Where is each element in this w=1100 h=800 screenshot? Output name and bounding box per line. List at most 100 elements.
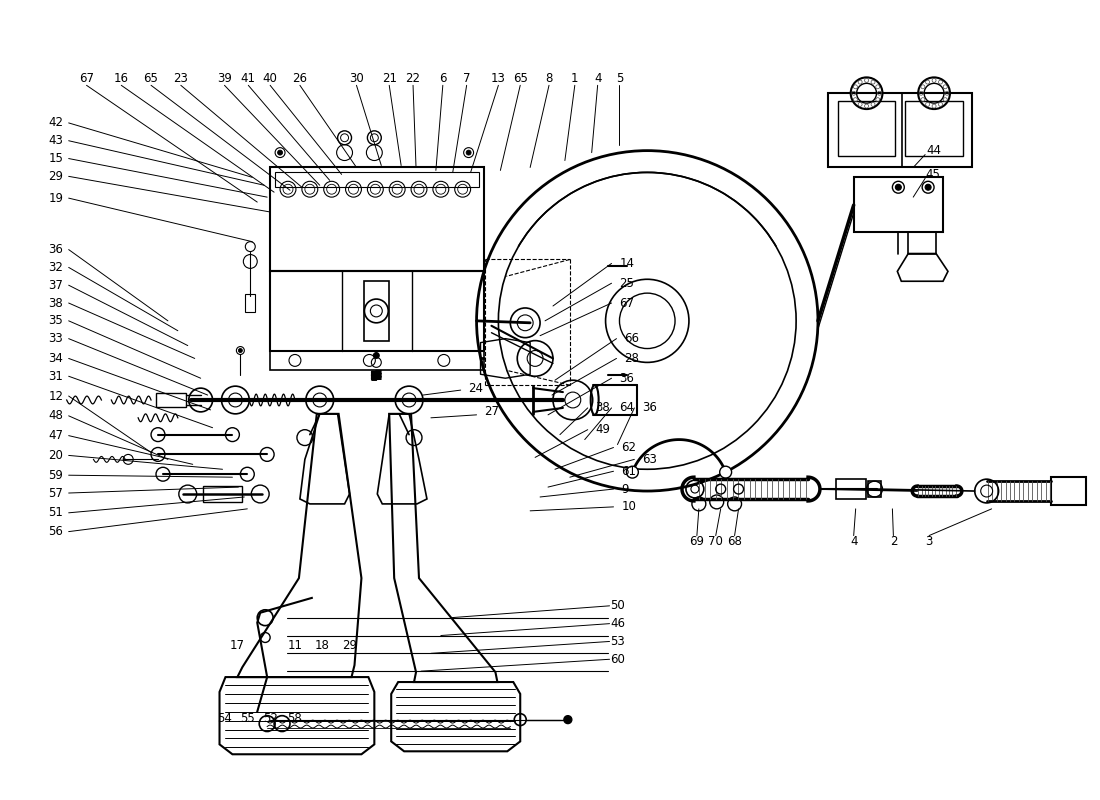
Text: 54: 54 bbox=[217, 712, 232, 725]
Text: 19: 19 bbox=[48, 192, 64, 205]
Text: 49: 49 bbox=[596, 423, 611, 436]
Text: 14: 14 bbox=[619, 257, 635, 270]
Text: 2: 2 bbox=[890, 535, 898, 548]
Text: 23: 23 bbox=[174, 72, 188, 85]
Bar bbox=[868, 481, 881, 497]
Bar bbox=[245, 294, 255, 312]
Bar bbox=[909, 232, 936, 254]
Text: 34: 34 bbox=[48, 352, 63, 365]
Text: 47: 47 bbox=[48, 429, 64, 442]
Text: 31: 31 bbox=[48, 370, 63, 382]
Circle shape bbox=[373, 353, 380, 358]
Text: 65: 65 bbox=[513, 72, 528, 85]
Text: 39: 39 bbox=[217, 72, 232, 85]
Text: 37: 37 bbox=[48, 278, 63, 292]
Text: 64: 64 bbox=[619, 402, 635, 414]
Text: 5: 5 bbox=[616, 72, 624, 85]
Circle shape bbox=[466, 150, 471, 155]
Text: 58: 58 bbox=[287, 712, 303, 725]
Text: 35: 35 bbox=[48, 314, 63, 327]
Bar bbox=[905, 101, 962, 155]
Text: 9: 9 bbox=[621, 482, 629, 495]
Text: 3: 3 bbox=[925, 535, 933, 548]
Text: 6: 6 bbox=[439, 72, 447, 85]
Text: 29: 29 bbox=[342, 639, 358, 652]
Text: 32: 32 bbox=[48, 261, 63, 274]
Text: 11: 11 bbox=[287, 639, 303, 652]
Text: 7: 7 bbox=[463, 72, 471, 85]
Text: 38: 38 bbox=[596, 402, 611, 414]
Text: 61: 61 bbox=[621, 465, 637, 478]
Text: 48: 48 bbox=[48, 410, 63, 422]
Text: 16: 16 bbox=[113, 72, 129, 85]
Text: 24: 24 bbox=[469, 382, 484, 394]
Text: 4: 4 bbox=[594, 72, 602, 85]
Text: 27: 27 bbox=[484, 406, 499, 418]
Bar bbox=[854, 178, 943, 232]
Text: 10: 10 bbox=[621, 500, 636, 514]
Text: 25: 25 bbox=[619, 277, 635, 290]
Circle shape bbox=[719, 466, 732, 478]
Text: 4: 4 bbox=[850, 535, 857, 548]
Bar bbox=[1052, 477, 1086, 505]
Text: 67: 67 bbox=[619, 297, 635, 310]
Text: 8: 8 bbox=[546, 72, 552, 85]
Text: 55: 55 bbox=[240, 712, 255, 725]
Text: 18: 18 bbox=[315, 639, 329, 652]
Text: 65: 65 bbox=[144, 72, 158, 85]
Text: 17: 17 bbox=[230, 639, 245, 652]
Text: 33: 33 bbox=[48, 332, 63, 345]
Circle shape bbox=[626, 466, 638, 478]
Text: 50: 50 bbox=[610, 599, 625, 612]
Text: 53: 53 bbox=[610, 635, 625, 648]
Text: 30: 30 bbox=[349, 72, 364, 85]
Text: 68: 68 bbox=[727, 535, 742, 548]
Text: 44: 44 bbox=[926, 144, 942, 157]
Text: 42: 42 bbox=[48, 117, 64, 130]
Text: 13: 13 bbox=[491, 72, 506, 85]
Bar bbox=[156, 393, 186, 407]
Text: 60: 60 bbox=[610, 653, 625, 666]
Text: 36: 36 bbox=[642, 402, 657, 414]
Bar bbox=[364, 282, 389, 341]
Text: 57: 57 bbox=[48, 486, 63, 499]
Text: 70: 70 bbox=[708, 535, 723, 548]
Text: 1: 1 bbox=[571, 72, 579, 85]
Text: 28: 28 bbox=[625, 352, 639, 365]
Text: 43: 43 bbox=[48, 134, 63, 147]
Bar bbox=[202, 486, 242, 502]
Text: 46: 46 bbox=[610, 617, 625, 630]
Bar bbox=[271, 350, 484, 370]
Text: 15: 15 bbox=[48, 152, 63, 165]
Text: 62: 62 bbox=[621, 441, 637, 454]
Text: 12: 12 bbox=[48, 390, 64, 402]
Circle shape bbox=[564, 716, 572, 723]
Text: 63: 63 bbox=[642, 453, 657, 466]
Text: 67: 67 bbox=[79, 72, 94, 85]
Bar bbox=[275, 172, 478, 187]
Bar bbox=[828, 94, 971, 167]
Text: 36: 36 bbox=[48, 243, 63, 256]
Text: 36: 36 bbox=[619, 372, 635, 385]
Circle shape bbox=[277, 150, 283, 155]
Text: 52: 52 bbox=[263, 712, 277, 725]
Text: 38: 38 bbox=[48, 297, 63, 310]
Bar bbox=[271, 167, 484, 271]
Circle shape bbox=[895, 184, 901, 190]
Text: 29: 29 bbox=[48, 170, 64, 183]
Bar bbox=[836, 479, 866, 499]
Text: 26: 26 bbox=[293, 72, 307, 85]
Bar bbox=[271, 271, 484, 350]
Text: 69: 69 bbox=[690, 535, 704, 548]
Text: 59: 59 bbox=[48, 469, 63, 482]
Text: 45: 45 bbox=[925, 168, 940, 181]
Text: 66: 66 bbox=[625, 332, 639, 345]
Text: 21: 21 bbox=[382, 72, 397, 85]
Circle shape bbox=[925, 184, 931, 190]
Text: 20: 20 bbox=[48, 449, 63, 462]
Text: 41: 41 bbox=[241, 72, 256, 85]
Circle shape bbox=[239, 349, 242, 353]
Text: 40: 40 bbox=[263, 72, 277, 85]
Bar bbox=[838, 101, 895, 155]
Text: 51: 51 bbox=[48, 506, 63, 519]
